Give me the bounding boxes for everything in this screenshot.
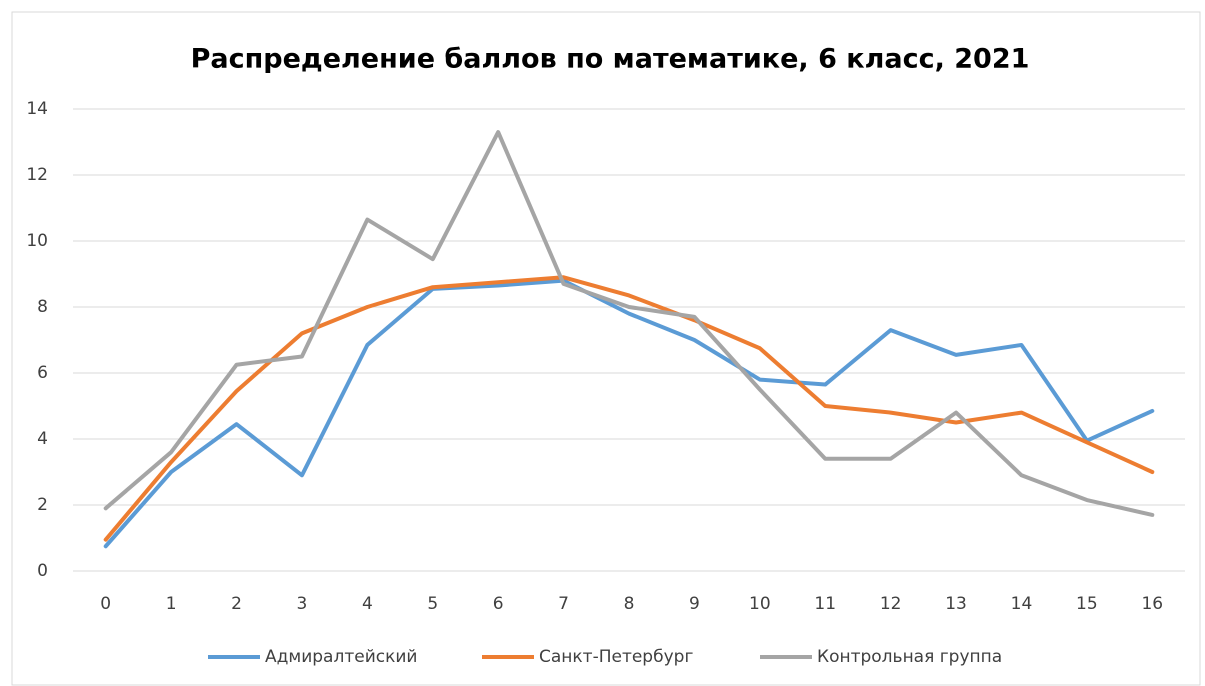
x-tick-label: 13	[945, 594, 967, 614]
y-tick-label: 0	[37, 561, 48, 581]
x-tick-label: 5	[427, 594, 438, 614]
x-tick-label: 16	[1141, 594, 1163, 614]
x-tick-label: 11	[814, 594, 836, 614]
y-tick-label: 12	[26, 165, 48, 185]
series-line	[103, 275, 1155, 542]
x-tick-label: 15	[1076, 594, 1098, 614]
y-tick-label: 4	[37, 429, 48, 449]
y-tick-label: 8	[37, 297, 48, 317]
x-tick-label: 0	[100, 594, 111, 614]
legend-label: Санкт-Петербург	[539, 647, 693, 667]
series-line	[103, 278, 1155, 549]
x-tick-label: 3	[297, 594, 308, 614]
legend-label: Адмиралтейский	[265, 647, 417, 667]
series-line	[103, 130, 1155, 517]
legend-label: Контрольная группа	[817, 647, 1002, 667]
y-tick-label: 14	[26, 99, 48, 119]
y-tick-label: 6	[37, 363, 48, 383]
x-tick-label: 9	[689, 594, 700, 614]
x-tick-label: 2	[231, 594, 242, 614]
x-tick-label: 4	[362, 594, 373, 614]
y-tick-label: 10	[26, 231, 48, 251]
x-tick-label: 1	[166, 594, 177, 614]
x-tick-label: 14	[1011, 594, 1033, 614]
x-tick-label: 7	[558, 594, 569, 614]
y-tick-label: 2	[37, 495, 48, 515]
x-tick-label: 6	[493, 594, 504, 614]
x-tick-label: 8	[624, 594, 635, 614]
chart-title: Распределение баллов по математике, 6 кл…	[191, 44, 1030, 75]
x-tick-label: 10	[749, 594, 771, 614]
x-tick-label: 12	[880, 594, 902, 614]
